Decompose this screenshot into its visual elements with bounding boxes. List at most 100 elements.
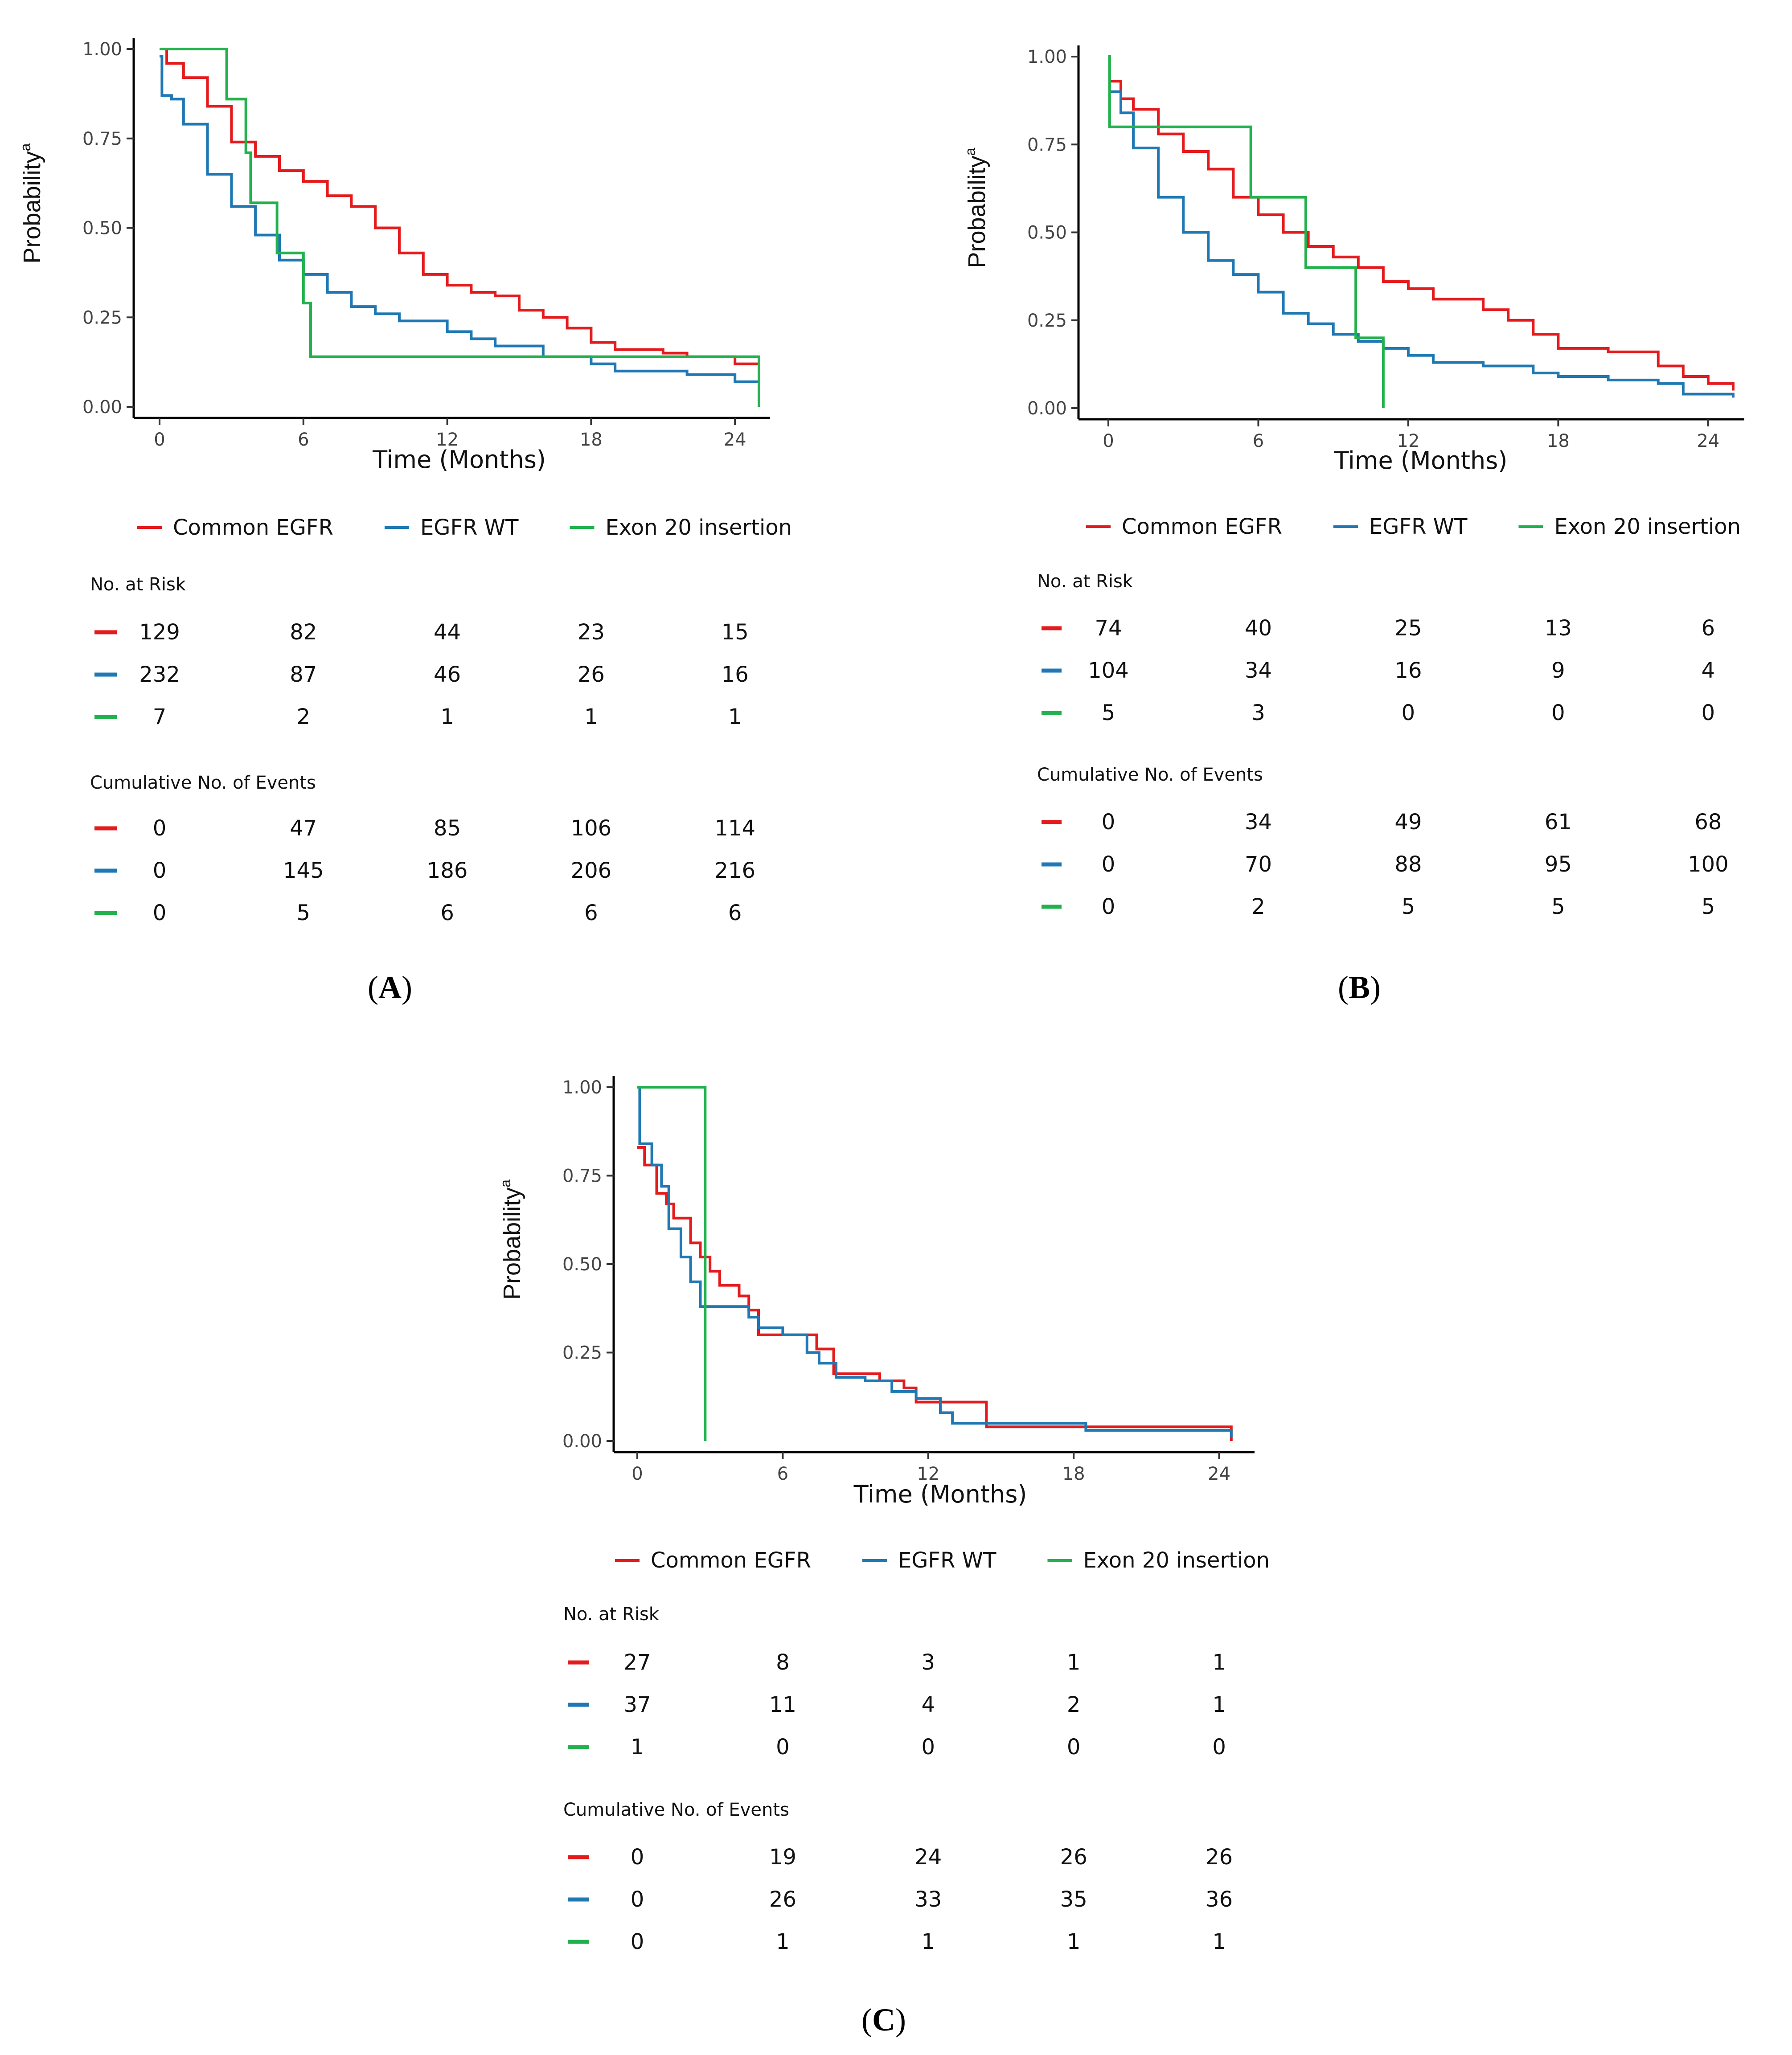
events-value: 0 — [153, 816, 167, 841]
legend-item: EGFR WT — [1333, 514, 1468, 539]
y-tick-label: 0.50 — [562, 1254, 602, 1275]
y-tick-label: 1.00 — [1027, 47, 1067, 67]
events-value: 0 — [631, 1845, 644, 1870]
risk-value: 87 — [290, 662, 317, 687]
risk-value: 11 — [769, 1692, 796, 1717]
risk-value: 0 — [1067, 1735, 1081, 1760]
y-tick-label: 0.00 — [562, 1431, 602, 1452]
legend-item: Exon 20 insertion — [570, 515, 792, 540]
risk-value: 25 — [1394, 616, 1422, 641]
y-tick-label: 0.50 — [82, 218, 122, 239]
risk-table-title: No. at Risk — [1037, 571, 1133, 592]
events-value: 206 — [571, 858, 612, 883]
events-value: 24 — [914, 1845, 942, 1870]
series-egfr-wt — [637, 1086, 1233, 1438]
events-value: 216 — [714, 858, 755, 883]
x-tick-label: 24 — [724, 430, 746, 450]
risk-value: 0 — [1212, 1735, 1226, 1760]
events-value: 35 — [1060, 1887, 1087, 1912]
series-exon-20-insertion — [160, 48, 760, 407]
legend: Common EGFR EGFR WT Exon 20 insertion — [1086, 514, 1741, 539]
events-value: 5 — [1402, 894, 1415, 919]
events-value: 0 — [1102, 852, 1115, 877]
series-common-egfr — [637, 1146, 1233, 1441]
risk-value: 0 — [776, 1735, 790, 1760]
events-table: Cumulative No. of Events 0 34 49 61 68 0 70 88 95… — [1037, 765, 1729, 919]
risk-table-title: No. at Risk — [90, 574, 186, 595]
risk-value: 44 — [434, 620, 461, 645]
risk-value: 1 — [631, 1735, 644, 1760]
legend-label: EGFR WT — [420, 515, 519, 540]
events-value: 36 — [1206, 1887, 1233, 1912]
series-exon-20-insertion — [1108, 55, 1385, 408]
x-tick-label: 24 — [1208, 1464, 1230, 1484]
events-value: 114 — [714, 816, 755, 841]
panel-label: (A) — [368, 970, 412, 1005]
events-value: 6 — [584, 901, 598, 925]
legend-label: Exon 20 insertion — [1554, 514, 1741, 539]
risk-value: 40 — [1245, 616, 1272, 641]
events-value: 145 — [283, 858, 324, 883]
risk-value: 2 — [1067, 1692, 1081, 1717]
events-value: 49 — [1394, 810, 1422, 835]
x-tick-label: 6 — [1253, 431, 1264, 451]
events-value: 0 — [153, 901, 167, 925]
events-value: 1 — [922, 1929, 935, 1954]
risk-value: 1 — [440, 704, 454, 729]
events-value: 0 — [153, 858, 167, 883]
risk-value: 9 — [1551, 658, 1565, 683]
panel-label: (C) — [861, 2002, 906, 2038]
risk-value: 46 — [434, 662, 461, 687]
y-tick-label: 1.00 — [82, 39, 122, 60]
risk-value: 6 — [1702, 616, 1715, 641]
events-value: 68 — [1694, 810, 1722, 835]
y-tick-label: 0.50 — [1027, 223, 1067, 243]
y-tick-label: 0.75 — [82, 129, 122, 149]
events-value: 33 — [914, 1887, 942, 1912]
events-value: 1 — [1212, 1929, 1226, 1954]
x-tick-label: 12 — [917, 1464, 939, 1484]
events-value: 5 — [1551, 894, 1565, 919]
risk-value: 13 — [1545, 616, 1572, 641]
legend-item: Common EGFR — [1086, 514, 1282, 539]
risk-value: 1 — [1067, 1650, 1081, 1675]
series-common-egfr — [160, 48, 760, 371]
events-value: 106 — [571, 816, 612, 841]
events-value: 100 — [1688, 852, 1729, 877]
events-value: 5 — [1702, 894, 1715, 919]
legend-label: Common EGFR — [651, 1548, 811, 1573]
events-table-title: Cumulative No. of Events — [90, 773, 316, 793]
x-tick-label: 0 — [632, 1464, 643, 1484]
series-exon-20-insertion — [637, 1086, 707, 1441]
risk-value: 7 — [153, 704, 167, 729]
legend-item: Common EGFR — [615, 1548, 811, 1573]
series-common-egfr — [1108, 80, 1735, 391]
legend-label: EGFR WT — [898, 1548, 996, 1573]
x-tick-label: 12 — [1397, 431, 1420, 451]
events-value: 1 — [1067, 1929, 1081, 1954]
y-tick-label: 1.00 — [562, 1077, 602, 1098]
risk-value: 34 — [1245, 658, 1272, 683]
events-value: 19 — [769, 1845, 796, 1870]
y-tick-label: 0.00 — [82, 397, 122, 418]
events-value: 0 — [1102, 810, 1115, 835]
legend-item: EGFR WT — [862, 1548, 996, 1573]
x-tick-label: 0 — [154, 430, 165, 450]
risk-value: 4 — [1702, 658, 1715, 683]
x-tick-label: 24 — [1697, 431, 1719, 451]
panel-label: (B) — [1338, 970, 1381, 1005]
risk-value: 16 — [722, 662, 749, 687]
legend-label: Exon 20 insertion — [605, 515, 792, 540]
series-egfr-wt — [160, 55, 760, 393]
x-tick-label: 0 — [1103, 431, 1114, 451]
risk-value: 8 — [776, 1650, 790, 1675]
risk-value: 1 — [1212, 1692, 1226, 1717]
risk-value: 0 — [1551, 700, 1565, 725]
risk-value: 104 — [1088, 658, 1129, 683]
y-axis-title: Probabilitya — [17, 143, 45, 263]
legend-item: Exon 20 insertion — [1047, 1548, 1270, 1573]
